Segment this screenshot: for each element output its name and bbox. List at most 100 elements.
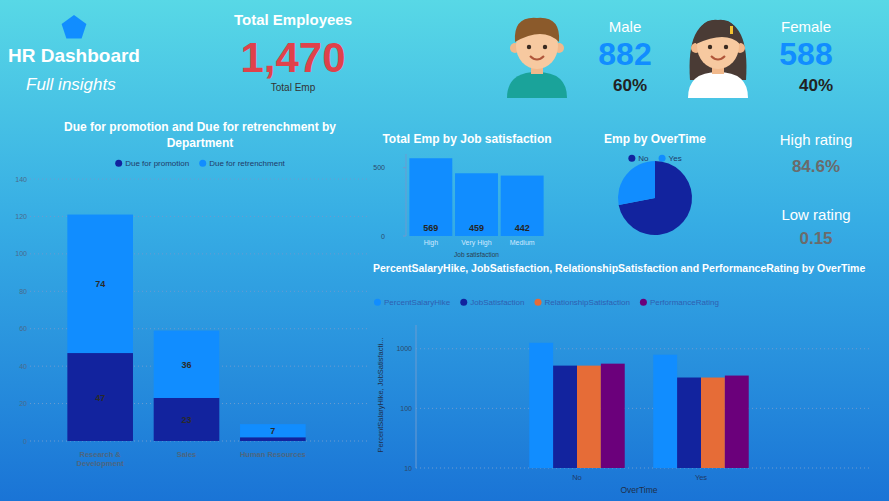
legend-swatch [374,299,381,306]
male-avatar [507,18,567,98]
category-label: Human Resources [240,450,306,459]
kpi-label: Male [609,18,642,35]
eye [527,45,531,49]
y-axis-line [416,325,417,468]
legend-swatch [460,299,467,306]
hair [515,18,559,42]
kpi-value: 1,470 [240,34,345,81]
kpi-label: Low rating [781,206,850,223]
category-label: Very High [461,239,491,247]
dashboard: HR DashboardFull insightsTotal Employees… [0,0,889,501]
job-satisfaction-chart: Total Emp by Job satisfaction0500569High… [373,132,551,258]
data-labels: 472374367 [95,279,275,436]
tick-label: 1000 [396,345,412,352]
tick-label: 100 [15,250,27,257]
data-label: 442 [515,223,530,233]
bars [529,343,748,468]
legend-label: PerformanceRating [650,298,719,307]
axis-title: Job satisfaction [454,251,499,258]
grid-line [30,179,370,180]
data-label: 36 [181,360,191,370]
label-line: Research & [80,450,122,459]
tick-label: 10 [404,465,412,472]
data-label: 23 [181,415,191,425]
legend-label: PercentSalaryHike [384,298,451,307]
bar [653,355,677,468]
bar [455,173,498,236]
label-line: Human Resources [240,450,306,459]
legend-label: No [638,154,649,163]
chart-title: Total Emp by Job satisfaction [382,132,551,146]
grid-line [416,408,870,409]
kpi-share: 40% [799,76,833,95]
overtime-metrics-chart: PercentSalaryHike, JobSatisfaction, Rela… [373,262,870,495]
data-label: 7 [270,426,275,436]
legend-swatch [640,299,647,306]
legend-swatch [659,155,666,162]
bar [601,364,625,468]
legend-swatch [199,160,206,167]
legend-label: JobSatisfaction [470,298,524,307]
bar [577,366,601,468]
pie-slice [618,161,655,205]
promotion-chart: Due for promotion and Due for retrenchme… [15,120,370,468]
bar-segment [154,331,220,398]
bar-segment [240,437,306,441]
category-label: Yes [695,473,707,482]
y-axis-line [406,154,407,236]
axis-title: OverTime [621,485,658,495]
tick-label: 500 [373,164,385,171]
kpi-share: 60% [613,76,647,95]
overtime-pie: Emp by OverTimeNoYes [604,132,706,235]
dashboard-title: HR Dashboard [8,45,140,66]
bar [409,158,452,236]
tick-label: 40 [19,363,27,370]
data-label: 74 [95,279,105,289]
label-line: Sales [177,450,197,459]
category-label: No [572,473,582,482]
logo-icon [62,15,87,39]
hair-front [696,20,740,44]
body [688,72,748,98]
category-label: Research &Development [77,450,125,468]
legend-label: Due for promotion [125,159,189,168]
bar [725,376,749,468]
tick-mark [403,167,406,168]
tick-label: 60 [19,325,27,332]
legend-label: RelationshipSatisfaction [545,298,630,307]
hair-back [690,20,747,80]
mouth [711,56,725,60]
tick-label: 80 [19,288,27,295]
kpi-label: Total Employees [234,11,352,28]
bar-segment [240,424,306,437]
bar [501,176,544,236]
tick-label: 0 [23,438,27,445]
bar [701,378,725,468]
data-label: 569 [423,223,438,233]
data-label: 459 [469,223,484,233]
category-label: Medium [510,239,535,246]
hair-clip [730,26,733,34]
kpi-label: High rating [780,131,853,148]
bar [529,343,553,468]
kpi-value: 588 [779,36,832,72]
label-line: PercentSalaryHike, JobSatisfaction, Rela… [373,262,865,274]
bar-segment [67,353,133,441]
female-avatar [688,20,748,98]
eye [708,45,712,49]
legend-swatch [535,299,542,306]
kpi-caption: Total Emp [271,82,316,93]
kpi-value: 882 [598,36,651,72]
grid-line [416,348,870,349]
chart-title: PercentSalaryHike, JobSatisfaction, Rela… [373,262,865,274]
chart-title: Emp by OverTime [604,132,706,146]
mouth [530,56,544,60]
body [507,72,567,98]
legend-label: Due for retrenchment [209,159,285,168]
category-label: Sales [177,450,197,459]
tick-label: 0 [381,233,385,240]
tick-label: 20 [19,400,27,407]
axis-title: PercentSalaryHike, JobSatisfacti... [376,337,385,452]
bars [409,158,543,236]
bar-segment [67,215,133,353]
